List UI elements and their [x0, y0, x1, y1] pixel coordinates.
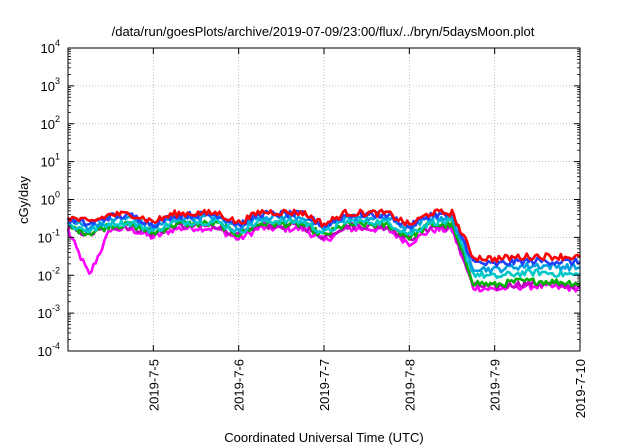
y-tick-exponent: -4 [52, 341, 60, 351]
y-tick-exponent: -2 [52, 265, 60, 275]
x-axis: 2019-7-5 2019-7-6 2019-7-7 2019-7-8 2019-7-9… [146, 48, 588, 418]
series-layer [66, 208, 581, 293]
y-tick-label: 101 [41, 152, 60, 170]
series-line-2 [66, 209, 581, 267]
x-tick-label: 2019-7-8 [402, 359, 417, 411]
y-tick-base: 10 [38, 230, 52, 245]
x-tick-label: 2019-7-7 [317, 359, 332, 411]
y-tick-base: 10 [38, 344, 52, 359]
series-line-7 [66, 223, 581, 293]
y-tick-exponent: -1 [52, 227, 60, 237]
y-tick-label: 103 [41, 76, 60, 94]
x-axis-label: Coordinated Universal Time (UTC) [224, 430, 423, 445]
y-tick-base: 10 [41, 79, 55, 94]
chart-title: /data/run/goesPlots/archive/2019-07-09/2… [112, 24, 535, 39]
y-tick-exponent: 0 [55, 190, 60, 200]
y-tick-base: 10 [41, 41, 55, 56]
series-line-1 [66, 208, 581, 264]
y-tick-label: 102 [41, 114, 60, 132]
y-tick-exponent: 4 [55, 38, 60, 48]
x-tick-label: 2019-7-6 [232, 359, 247, 411]
y-tick-base: 10 [38, 268, 52, 283]
y-tick-label: 100 [41, 190, 60, 208]
x-tick-label: 2019-7-10 [573, 359, 588, 418]
y-tick-label: 10-2 [38, 265, 60, 283]
y-tick-label: 10-4 [38, 341, 60, 359]
x-tick-label: 2019-7-5 [146, 359, 161, 411]
y-tick-base: 10 [41, 117, 55, 132]
y-axis-label: cGy/day [16, 176, 31, 224]
y-tick-base: 10 [41, 155, 55, 170]
y-tick-label: 104 [41, 38, 60, 56]
y-tick-base: 10 [41, 193, 55, 208]
y-tick-label: 10-1 [38, 227, 60, 245]
y-tick-exponent: -3 [52, 303, 60, 313]
y-tick-exponent: 3 [55, 76, 60, 86]
x-tick-label: 2019-7-9 [488, 359, 503, 411]
series-line-5 [67, 219, 581, 288]
y-tick-exponent: 1 [55, 152, 60, 162]
y-tick-label: 10-3 [38, 303, 60, 321]
y-tick-exponent: 2 [55, 114, 60, 124]
y-tick-base: 10 [38, 306, 52, 321]
